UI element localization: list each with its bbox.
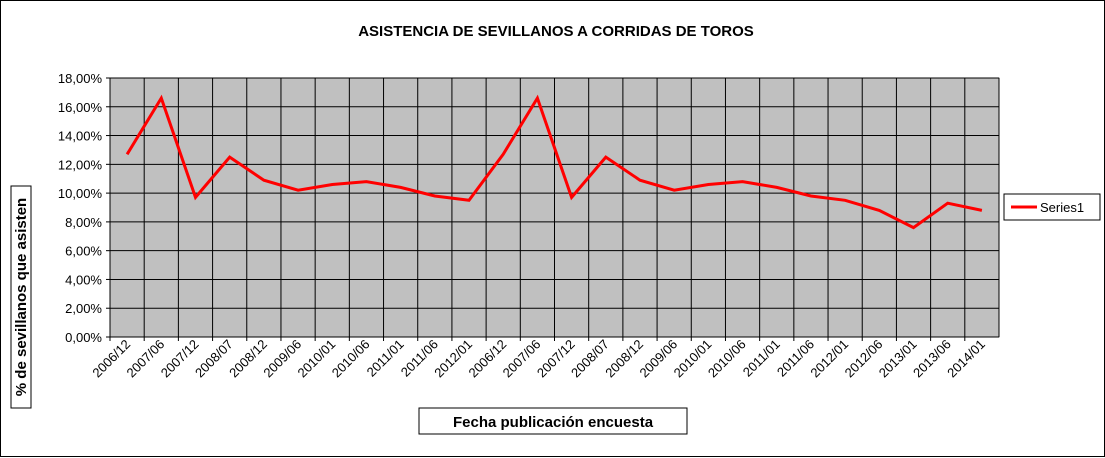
chart-title: ASISTENCIA DE SEVILLANOS A CORRIDAS DE T… [358,23,754,40]
y-tick-label: 0,00% [65,330,102,345]
series-line [125,94,983,230]
y-tick-label: 4,00% [65,272,102,287]
legend: Series1 [1003,193,1101,221]
y-axis-title: % de sevillanos que asisten [13,198,30,396]
y-tick-label: 8,00% [65,215,102,230]
y-tick-label: 6,00% [65,244,102,259]
y-tick-label: 18,00% [58,71,103,86]
y-axis-title-box [10,185,32,409]
y-tick-label: 16,00% [58,100,103,115]
x-axis-ticks: 2006/122007/062007/122008/072008/122009/… [89,337,988,381]
y-axis-title-group: % de sevillanos que asisten [10,185,32,409]
x-tick-label: 2010/06 [329,337,373,381]
x-tick-label: 2014/01 [944,337,988,381]
y-tick-label: 12,00% [58,157,103,172]
x-axis-title-group: Fecha publicación encuesta [418,407,688,435]
legend-label: Series1 [1040,200,1084,215]
x-axis-title-box [418,407,688,435]
x-tick-label: 2011/01 [364,337,407,380]
x-axis-title: Fecha publicación encuesta [453,414,654,431]
y-tick-label: 2,00% [65,301,102,316]
x-tick-label: 2011/01 [740,337,783,380]
series-lines [125,94,983,230]
y-tick-label: 14,00% [58,129,103,144]
y-tick-label: 10,00% [58,186,103,201]
plot-area [109,77,1000,338]
y-axis-ticks: 0,00% 2,00% 4,00% 6,00% 8,00% 10,00% 12,00% 14,… [58,71,110,345]
x-tick-label: 2010/06 [705,337,749,381]
